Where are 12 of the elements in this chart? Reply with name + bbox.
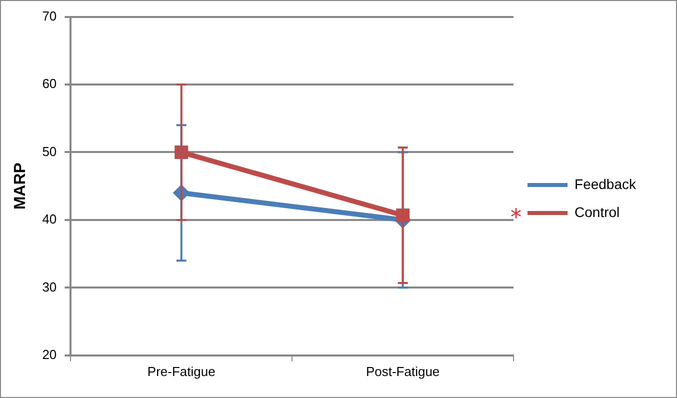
x-tick-label: Pre-Fatigue <box>147 364 216 379</box>
y-tick-label: 40 <box>42 212 57 227</box>
y-tick-label: 30 <box>42 279 57 294</box>
y-tick-label: 60 <box>42 76 57 92</box>
y-tick-label: 70 <box>42 8 57 24</box>
y-axis-title: MARP <box>12 162 30 210</box>
legend-label: Feedback <box>574 176 637 192</box>
x-tick-label: Post-Fatigue <box>366 364 440 379</box>
y-tick-label: 20 <box>42 346 57 362</box>
y-tick-label: 50 <box>42 144 57 159</box>
legend-label: Control <box>574 204 620 220</box>
annotation: * <box>510 206 522 231</box>
